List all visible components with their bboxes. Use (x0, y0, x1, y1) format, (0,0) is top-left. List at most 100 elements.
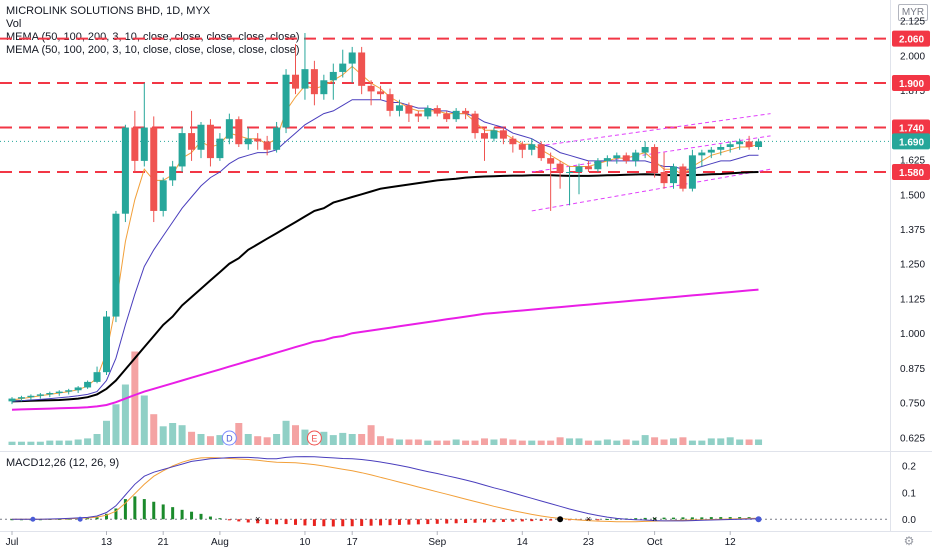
ema-long-line (11, 288, 759, 411)
volume-bar (575, 438, 583, 445)
price-label-box (892, 164, 930, 181)
volume-bar (93, 434, 101, 445)
macd-histogram-bar (681, 517, 685, 520)
volume-bar (292, 425, 299, 445)
volume-bar (745, 439, 753, 445)
price-label-box (892, 30, 930, 47)
macd-histogram-bar (690, 517, 694, 520)
volume-bar (178, 425, 186, 445)
volume-bar (566, 438, 574, 445)
candle-body (499, 130, 507, 139)
macd-histogram-bar (435, 519, 439, 524)
candle-body (452, 110, 460, 120)
macd-histogram-bar (86, 518, 90, 520)
x-tick-label: Jul (6, 537, 19, 548)
macd-histogram-bar (265, 519, 269, 525)
candle-body (74, 387, 82, 391)
volume-bar (329, 435, 337, 445)
candle-body (17, 397, 25, 399)
candle-body (490, 130, 498, 139)
volume-bar (405, 439, 413, 445)
candle-body (736, 141, 744, 145)
candle-body (717, 146, 725, 150)
volume-bar (17, 441, 25, 445)
y-tick-label: 2.125 (900, 17, 925, 28)
macd-histogram-bar (549, 519, 553, 521)
candle-body (613, 155, 621, 159)
candle-body (670, 166, 677, 184)
volume-bar (537, 440, 545, 445)
volume-bar (273, 434, 281, 445)
macd-histogram-bar (95, 516, 99, 520)
volume-bar (103, 420, 110, 445)
gear-icon[interactable]: ⚙ (903, 534, 915, 548)
price-label: 1.580 (899, 168, 924, 179)
macd-histogram-bar (312, 519, 316, 526)
volume-bar (726, 437, 734, 445)
volume-bar (216, 435, 224, 445)
x-tick-label: 12 (725, 537, 737, 548)
macd-histogram-bar (511, 519, 515, 522)
event-marker (221, 430, 237, 446)
volume-bar (509, 439, 517, 445)
x-tick-label: 13 (101, 537, 113, 548)
macd-histogram-bar (10, 519, 14, 521)
candle-body (518, 144, 526, 150)
macd-histogram-bar (728, 517, 732, 520)
event-marker (306, 430, 322, 446)
macd-histogram-bar (454, 519, 458, 524)
candle-body (121, 127, 129, 214)
volume-bar (74, 439, 82, 445)
candle-body (150, 127, 158, 211)
volume-bar (584, 440, 592, 445)
macd-histogram-bar (520, 519, 524, 522)
macd-histogram-bar (350, 519, 354, 527)
volume-bar (348, 434, 356, 445)
macd-histogram-bar (426, 519, 430, 525)
candle-body (36, 394, 44, 396)
volume-bar (603, 439, 611, 445)
volume-bar (707, 438, 715, 445)
volume-bar (717, 438, 725, 445)
currency-badge[interactable]: MYR (898, 4, 928, 21)
volume-bar (244, 434, 252, 445)
macd-histogram-bar (379, 519, 383, 526)
channel-line (531, 168, 771, 212)
macd-line (12, 456, 759, 522)
candle-body (405, 105, 413, 114)
volume-bar (698, 440, 706, 445)
macd-histogram-bar (322, 519, 326, 527)
volume-bar (235, 423, 243, 445)
candle-body (310, 69, 318, 95)
candle-body (660, 172, 668, 184)
x-tick-label: 21 (158, 537, 170, 548)
candle-body (225, 119, 233, 139)
candle-body (424, 108, 432, 117)
x-tick-label: 23 (583, 537, 595, 548)
volume-bar (131, 351, 139, 445)
candle-body (292, 74, 299, 89)
x-tick-label: Aug (211, 537, 229, 548)
volume-bar (499, 438, 507, 445)
macd-histogram-bar (700, 517, 704, 520)
macd-histogram-bar (152, 501, 156, 520)
macd-cross-dot (755, 516, 762, 523)
price-label-box (892, 133, 930, 150)
volume-legend: Vol (6, 18, 22, 30)
volume-bar (660, 439, 668, 445)
macd-histogram-bar (331, 519, 335, 527)
macd-histogram-bar (416, 519, 420, 525)
macd-histogram-bar (709, 517, 713, 520)
volume-bar (556, 437, 564, 445)
macd-histogram-bar (294, 519, 297, 525)
candle-body (433, 108, 441, 114)
volume-bar (46, 440, 54, 445)
candle-body (301, 69, 309, 89)
volume-bar (622, 439, 630, 445)
candle-body (159, 180, 167, 211)
volume-bar (36, 441, 44, 445)
price-label: 1.900 (899, 79, 924, 90)
macd-histogram-bar (568, 519, 572, 521)
ema-slow-line (11, 171, 759, 403)
